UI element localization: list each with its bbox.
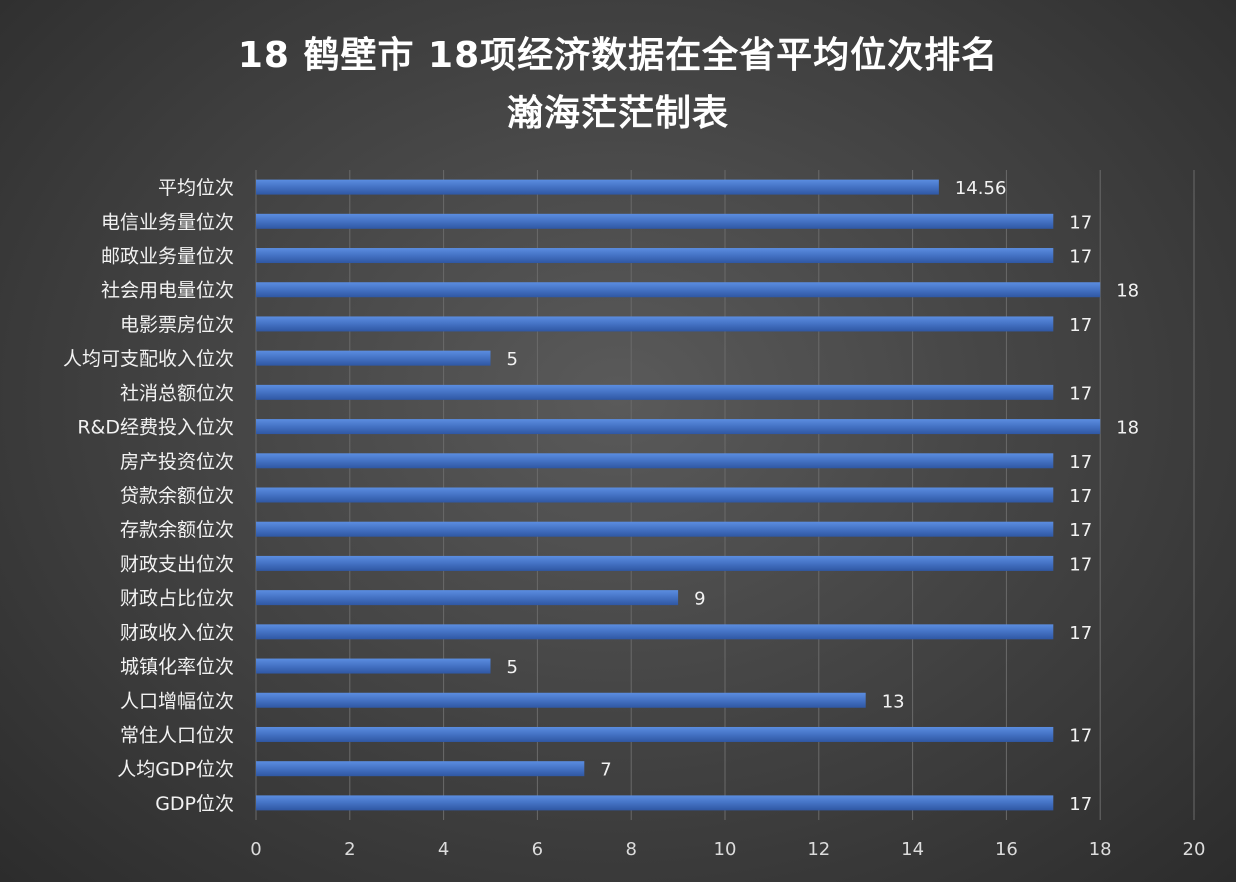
x-tick-label: 0: [250, 839, 261, 860]
category-label: GDP位次: [155, 793, 234, 815]
category-label: 城镇化率位次: [120, 656, 234, 678]
data-label: 5: [507, 657, 518, 678]
category-label: 人口增幅位次: [120, 690, 234, 712]
bar: [256, 282, 1101, 298]
bar: [256, 487, 1054, 503]
data-label: 18: [1116, 281, 1139, 302]
bar: [256, 624, 1054, 640]
x-tick-label: 20: [1183, 839, 1206, 860]
data-label: 17: [1069, 623, 1092, 644]
data-label: 17: [1069, 212, 1092, 233]
data-label: 17: [1069, 554, 1092, 575]
category-label: 财政占比位次: [120, 588, 234, 610]
category-label: 平均位次: [158, 177, 234, 199]
bar: [256, 521, 1054, 537]
category-label: 社会用电量位次: [101, 280, 234, 302]
bar: [256, 726, 1054, 742]
category-label: 人均GDP位次: [117, 759, 234, 781]
bar: [256, 555, 1054, 571]
bar: [256, 590, 679, 606]
category-label: 电影票房位次: [120, 314, 234, 336]
bar: [256, 692, 866, 708]
bar: [256, 453, 1054, 469]
category-label: 电信业务量位次: [101, 211, 234, 233]
data-label: 5: [507, 349, 518, 370]
data-label: 9: [694, 589, 705, 610]
bar: [256, 761, 585, 777]
category-label: 财政支出位次: [120, 553, 234, 575]
data-label: 17: [1069, 520, 1092, 541]
data-label: 17: [1069, 315, 1092, 336]
data-label: 7: [600, 760, 611, 781]
data-label: 13: [882, 691, 905, 712]
category-label: 人均可支配收入位次: [63, 348, 234, 370]
chart-title: 18 鹤壁市 18项经济数据在全省平均位次排名: [237, 35, 999, 76]
bar: [256, 316, 1054, 332]
data-label: 17: [1069, 725, 1092, 746]
bar: [256, 350, 491, 366]
x-tick-label: 10: [714, 839, 737, 860]
bar: [256, 795, 1054, 811]
bar: [256, 179, 939, 195]
x-tick-label: 6: [532, 839, 543, 860]
bar: [256, 213, 1054, 229]
bar: [256, 384, 1054, 400]
bar: [256, 248, 1054, 264]
data-label: 18: [1116, 418, 1139, 439]
chart-subtitle: 瀚海茫茫制表: [506, 93, 729, 134]
x-tick-label: 8: [625, 839, 636, 860]
category-label: 社消总额位次: [120, 382, 234, 404]
category-label: 房产投资位次: [120, 451, 234, 473]
category-label: 存款余额位次: [120, 519, 234, 541]
data-label: 17: [1069, 486, 1092, 507]
x-tick-label: 2: [344, 839, 355, 860]
category-label: R&D经费投入位次: [77, 417, 234, 439]
x-tick-label: 12: [807, 839, 830, 860]
category-label: 贷款余额位次: [120, 485, 234, 507]
category-label: 常住人口位次: [120, 724, 234, 746]
x-tick-label: 14: [901, 839, 924, 860]
data-label: 14.56: [955, 178, 1007, 199]
data-label: 17: [1069, 452, 1092, 473]
x-tick-label: 16: [995, 839, 1018, 860]
x-tick-label: 4: [438, 839, 449, 860]
category-label: 邮政业务量位次: [101, 246, 234, 268]
data-label: 17: [1069, 383, 1092, 404]
data-label: 17: [1069, 247, 1092, 268]
data-label: 17: [1069, 794, 1092, 815]
bar: [256, 419, 1101, 435]
x-tick-label: 18: [1089, 839, 1112, 860]
category-label: 财政收入位次: [120, 622, 234, 644]
bar: [256, 658, 491, 674]
